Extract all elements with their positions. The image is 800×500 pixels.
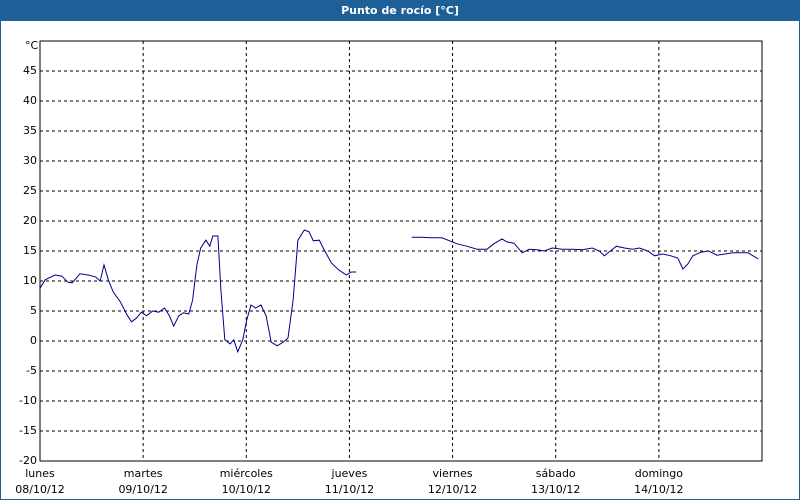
x-tick-sublabel: 10/10/12: [222, 483, 271, 496]
chart-title: Punto de rocío [°C]: [341, 4, 459, 17]
y-tick-label: 30: [23, 154, 37, 167]
y-tick-label: 40: [23, 94, 37, 107]
title-bar: [0, 0, 800, 21]
x-tick-label: sábado: [536, 467, 576, 480]
y-tick-label: 25: [23, 184, 37, 197]
x-tick-sublabel: 09/10/12: [118, 483, 167, 496]
x-tick-label: viernes: [433, 467, 473, 480]
x-tick-sublabel: 14/10/12: [634, 483, 683, 496]
x-tick-label: martes: [124, 467, 163, 480]
y-tick-label: -5: [26, 364, 37, 377]
y-tick-label: 0: [30, 334, 37, 347]
y-tick-label: -15: [19, 424, 37, 437]
x-tick-sublabel: 11/10/12: [325, 483, 374, 496]
x-tick-label: domingo: [635, 467, 683, 480]
x-tick-sublabel: 12/10/12: [428, 483, 477, 496]
y-tick-label: -10: [19, 394, 37, 407]
y-tick-label: 35: [23, 124, 37, 137]
x-tick-label: miércoles: [220, 467, 273, 480]
y-tick-label: 45: [23, 64, 37, 77]
y-unit: °C: [25, 39, 39, 52]
x-tick-label: jueves: [331, 467, 368, 480]
y-tick-label: 10: [23, 274, 37, 287]
x-tick-sublabel: 13/10/12: [531, 483, 580, 496]
y-tick-label: 20: [23, 214, 37, 227]
y-tick-label: -20: [19, 454, 37, 467]
y-tick-label: 5: [30, 304, 37, 317]
y-tick-label: 15: [23, 244, 37, 257]
x-tick-sublabel: 08/10/12: [15, 483, 64, 496]
plot-area: -20 -15 -10 -5 0 5 10 15 20 25 30 35 40 45 lunes 08/10/…: [15, 40, 763, 496]
x-tick-label: lunes: [25, 467, 55, 480]
data-line: [39, 229, 759, 354]
